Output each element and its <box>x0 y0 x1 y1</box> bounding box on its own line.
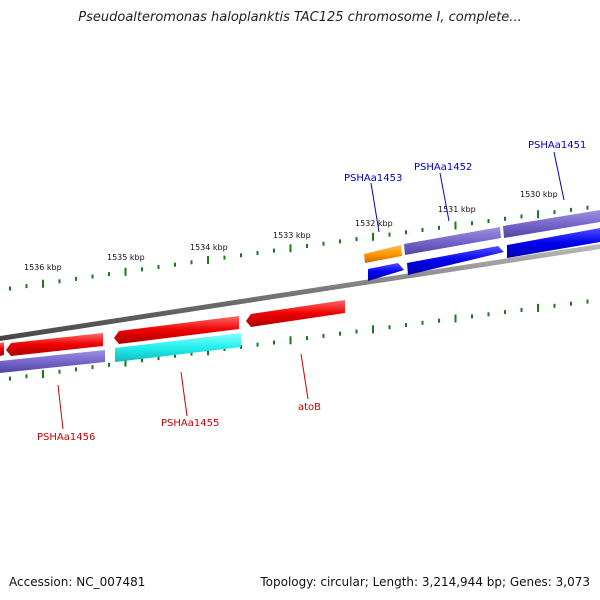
ruler-label-1536: 1536 kbp <box>24 263 62 272</box>
ruler-labels: 1530 kbp 1531 kbp 1532 kbp 1533 kbp 1534… <box>24 190 558 272</box>
accession-text: Accession: NC_007481 <box>9 575 146 589</box>
gene-label-1453[interactable]: PSHAa1453 <box>344 173 402 184</box>
gene-label-leaders <box>57 151 565 430</box>
gene-blue-1453[interactable] <box>368 263 404 281</box>
gene-purple-1452[interactable] <box>503 210 600 238</box>
ruler-label-1535: 1535 kbp <box>107 253 145 262</box>
gene-red-edge[interactable] <box>0 342 4 356</box>
gene-label-1451[interactable]: PSHAa1451 <box>528 140 586 151</box>
gene-red-1456[interactable] <box>6 333 103 356</box>
leader-atoB <box>300 353 309 400</box>
leader-1452 <box>439 172 450 222</box>
gene-red-1455[interactable] <box>114 316 239 344</box>
leader-1451 <box>553 151 565 201</box>
gene-labels: PSHAa1451 PSHAa1452 PSHAa1453 atoB PSHAa… <box>37 140 586 443</box>
gene-purple-1453[interactable] <box>404 227 501 255</box>
leader-1453 <box>370 182 380 233</box>
forward-gene-track <box>364 210 600 281</box>
gene-label-1455[interactable]: PSHAa1455 <box>161 418 219 429</box>
chromosome-backbone <box>0 244 600 341</box>
gene-orange[interactable] <box>364 245 402 263</box>
ruler-label-1532: 1532 kbp <box>355 219 393 228</box>
gene-red-atoB[interactable] <box>246 300 345 327</box>
map-title: Pseudoalteromonas haloplanktis TAC125 ch… <box>78 10 522 25</box>
ruler-label-1530: 1530 kbp <box>520 190 558 199</box>
gene-cyan-1455[interactable] <box>115 333 241 362</box>
leader-1456 <box>57 384 64 430</box>
ruler-label-1531: 1531 kbp <box>438 205 476 214</box>
ruler-label-1534: 1534 kbp <box>190 243 228 252</box>
gene-label-1456[interactable]: PSHAa1456 <box>37 432 95 443</box>
reverse-gene-track <box>0 300 345 373</box>
outer-tick-row <box>9 205 589 291</box>
gene-purple-1456[interactable] <box>0 350 105 373</box>
ruler-label-1533: 1533 kbp <box>273 231 311 240</box>
gene-blue-1452[interactable] <box>407 246 504 275</box>
leader-1455 <box>180 371 188 417</box>
gene-label-atoB[interactable]: atoB <box>298 402 321 413</box>
gene-blue-1451[interactable] <box>507 228 600 258</box>
genome-summary-text: Topology: circular; Length: 3,214,944 bp… <box>260 575 590 589</box>
gene-label-1452[interactable]: PSHAa1452 <box>414 162 472 173</box>
